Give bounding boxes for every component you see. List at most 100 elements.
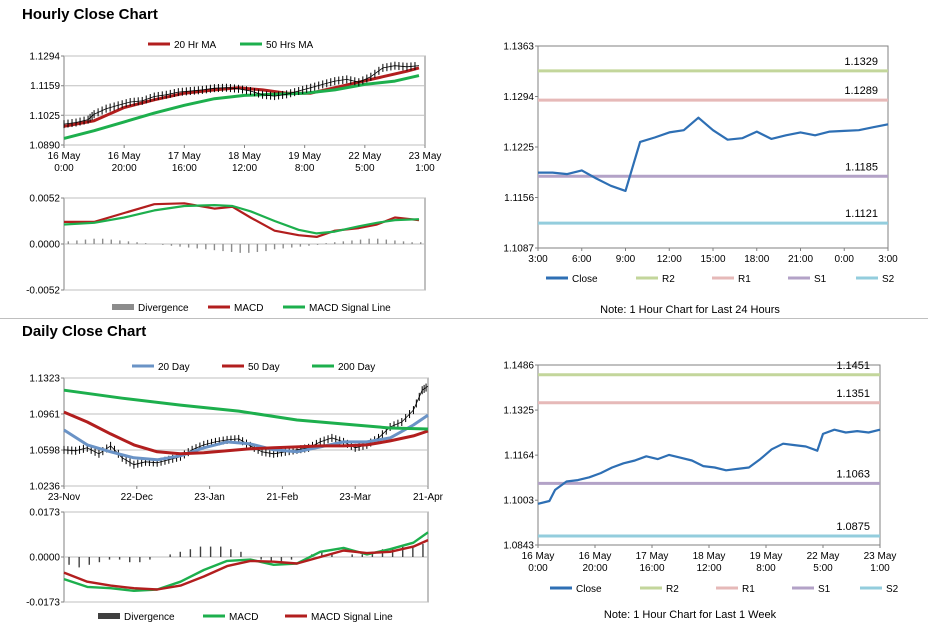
legend-label: Close bbox=[572, 274, 598, 285]
hourly-section-title: Hourly Close Chart bbox=[22, 6, 158, 23]
legend-label: MACD bbox=[234, 303, 263, 314]
y-tick-label: 0.0000 bbox=[29, 553, 60, 564]
x-tick-label: 23-Jan bbox=[194, 492, 225, 503]
legend-label: 20 Day bbox=[158, 362, 190, 373]
level-label-s1: 1.1185 bbox=[845, 161, 878, 173]
x-tick-label: 23 May bbox=[409, 151, 442, 162]
x-tick-label: 3:00 bbox=[878, 254, 898, 265]
y-tick-label: 0.0000 bbox=[29, 240, 60, 251]
series-line bbox=[63, 204, 420, 235]
x-tick-label: 20:00 bbox=[582, 563, 607, 574]
daily-levels-plot: 1.0843 1.1003 1.1164 1.1325 1.1486 1.1451 1.13… bbox=[503, 360, 899, 595]
legend-label: S2 bbox=[886, 584, 899, 595]
daily-section-title: Daily Close Chart bbox=[22, 323, 147, 340]
x-tick-label: 17 May bbox=[636, 551, 669, 562]
level-label-r2: 1.1451 bbox=[836, 360, 870, 372]
x-tick-label: 0:00 bbox=[54, 163, 74, 174]
level-label-s1: 1.1063 bbox=[836, 468, 870, 480]
legend-label: R1 bbox=[738, 274, 751, 285]
y-tick-label: 1.1156 bbox=[504, 193, 534, 204]
legend-label: Divergence bbox=[138, 303, 189, 314]
x-tick-label: 18 May bbox=[693, 551, 726, 562]
x-tick-label: 16 May bbox=[48, 151, 81, 162]
y-tick-label: 1.1003 bbox=[503, 496, 534, 507]
series-line bbox=[63, 413, 429, 462]
x-tick-label: 8:00 bbox=[756, 563, 776, 574]
y-tick-label: 1.1294 bbox=[29, 52, 60, 63]
close-line bbox=[537, 428, 881, 505]
x-tick-label: 22-Dec bbox=[121, 492, 153, 503]
x-tick-label: 16 May bbox=[579, 551, 612, 562]
x-tick-label: 22 May bbox=[807, 551, 840, 562]
x-tick-label: 8:00 bbox=[295, 163, 315, 174]
x-tick-label: 21:00 bbox=[788, 254, 813, 265]
legend-label: 50 Day bbox=[248, 362, 280, 373]
x-tick-label: 18 May bbox=[228, 151, 261, 162]
x-tick-label: 9:00 bbox=[616, 254, 636, 265]
section-divider bbox=[0, 318, 928, 319]
series-line bbox=[63, 388, 429, 431]
x-tick-label: 18:00 bbox=[744, 254, 769, 265]
x-tick-label: 12:00 bbox=[232, 163, 257, 174]
y-tick-label: 1.0961 bbox=[29, 409, 60, 420]
legend-label: S1 bbox=[818, 584, 831, 595]
x-tick-label: 15:00 bbox=[700, 254, 725, 265]
legend-label: Divergence bbox=[124, 612, 175, 623]
y-tick-label: 1.1325 bbox=[503, 406, 534, 417]
hourly-levels-plot: 1.1087 1.1156 1.1225 1.1294 1.1363 1.1329 1.12… bbox=[503, 42, 898, 286]
x-tick-label: 12:00 bbox=[657, 254, 682, 265]
y-tick-label: 1.1164 bbox=[504, 451, 534, 462]
x-tick-label: 19 May bbox=[288, 151, 321, 162]
legend-label: 50 Hrs MA bbox=[266, 40, 314, 51]
legend-label: 20 Hr MA bbox=[174, 40, 217, 51]
legend-label: MACD Signal Line bbox=[309, 303, 391, 314]
level-label-r1: 1.1351 bbox=[836, 388, 870, 400]
legend-swatch bbox=[112, 304, 134, 310]
level-label-r1: 1.1289 bbox=[844, 85, 878, 97]
hourly-macd-plot: -0.0052 0.0000 0.0052 Divergence MACD MACD Si… bbox=[26, 194, 426, 314]
y-tick-label: -0.0052 bbox=[26, 286, 60, 297]
hourly-macd-chart: -0.0052 0.0000 0.0052 Divergence MACD MACD Si… bbox=[0, 188, 440, 316]
x-tick-label: 1:00 bbox=[870, 563, 890, 574]
plot-frame bbox=[63, 55, 426, 146]
legend-label: R1 bbox=[742, 584, 755, 595]
x-tick-label: 16:00 bbox=[172, 163, 197, 174]
daily-price-chart: 1.0236 1.0598 1.0961 1.1323 23-Nov 22-Dec 23-J… bbox=[0, 350, 443, 508]
x-tick-label: 21-Apr bbox=[413, 492, 444, 503]
y-tick-label: 1.0843 bbox=[503, 541, 534, 552]
y-tick-label: 1.1225 bbox=[503, 143, 534, 154]
y-tick-label: 1.1294 bbox=[503, 92, 534, 103]
y-tick-label: -0.0173 bbox=[26, 598, 60, 609]
x-tick-label: 3:00 bbox=[528, 254, 548, 265]
y-tick-label: 1.0598 bbox=[29, 446, 60, 457]
y-tick-label: 1.1087 bbox=[503, 244, 534, 255]
legend-label: MACD Signal Line bbox=[311, 612, 393, 623]
x-tick-label: 1:00 bbox=[415, 163, 435, 174]
daily-macd-chart: -0.0173 0.0000 0.0173 Divergence MACD MACD Si… bbox=[0, 508, 440, 628]
x-tick-label: 6:00 bbox=[572, 254, 592, 265]
series-line bbox=[63, 74, 420, 140]
plot-frame bbox=[63, 377, 429, 487]
x-tick-label: 21-Feb bbox=[267, 492, 299, 503]
x-tick-label: 16 May bbox=[522, 551, 555, 562]
legend-label: S1 bbox=[814, 274, 827, 285]
daily-note: Note: 1 Hour Chart for Last 1 Week bbox=[603, 609, 777, 621]
x-tick-label: 0:00 bbox=[528, 563, 548, 574]
x-tick-label: 5:00 bbox=[355, 163, 375, 174]
daily-levels-chart: 1.0843 1.1003 1.1164 1.1325 1.1486 1.1451 1.13… bbox=[470, 345, 910, 607]
x-tick-label: 23-Nov bbox=[48, 492, 80, 503]
level-label-s2: 1.0875 bbox=[836, 521, 870, 533]
x-tick-label: 16 May bbox=[108, 151, 141, 162]
x-tick-label: 19 May bbox=[750, 551, 783, 562]
legend-label: Close bbox=[576, 584, 602, 595]
legend-label: MACD bbox=[229, 612, 258, 623]
legend-label: S2 bbox=[882, 274, 895, 285]
x-tick-label: 23-Mar bbox=[339, 492, 371, 503]
legend-label: R2 bbox=[666, 584, 679, 595]
x-tick-label: 16:00 bbox=[639, 563, 664, 574]
series-line bbox=[63, 410, 429, 456]
x-tick-label: 22 May bbox=[348, 151, 381, 162]
y-tick-label: 0.0173 bbox=[29, 508, 60, 519]
legend-label: 200 Day bbox=[338, 362, 375, 373]
